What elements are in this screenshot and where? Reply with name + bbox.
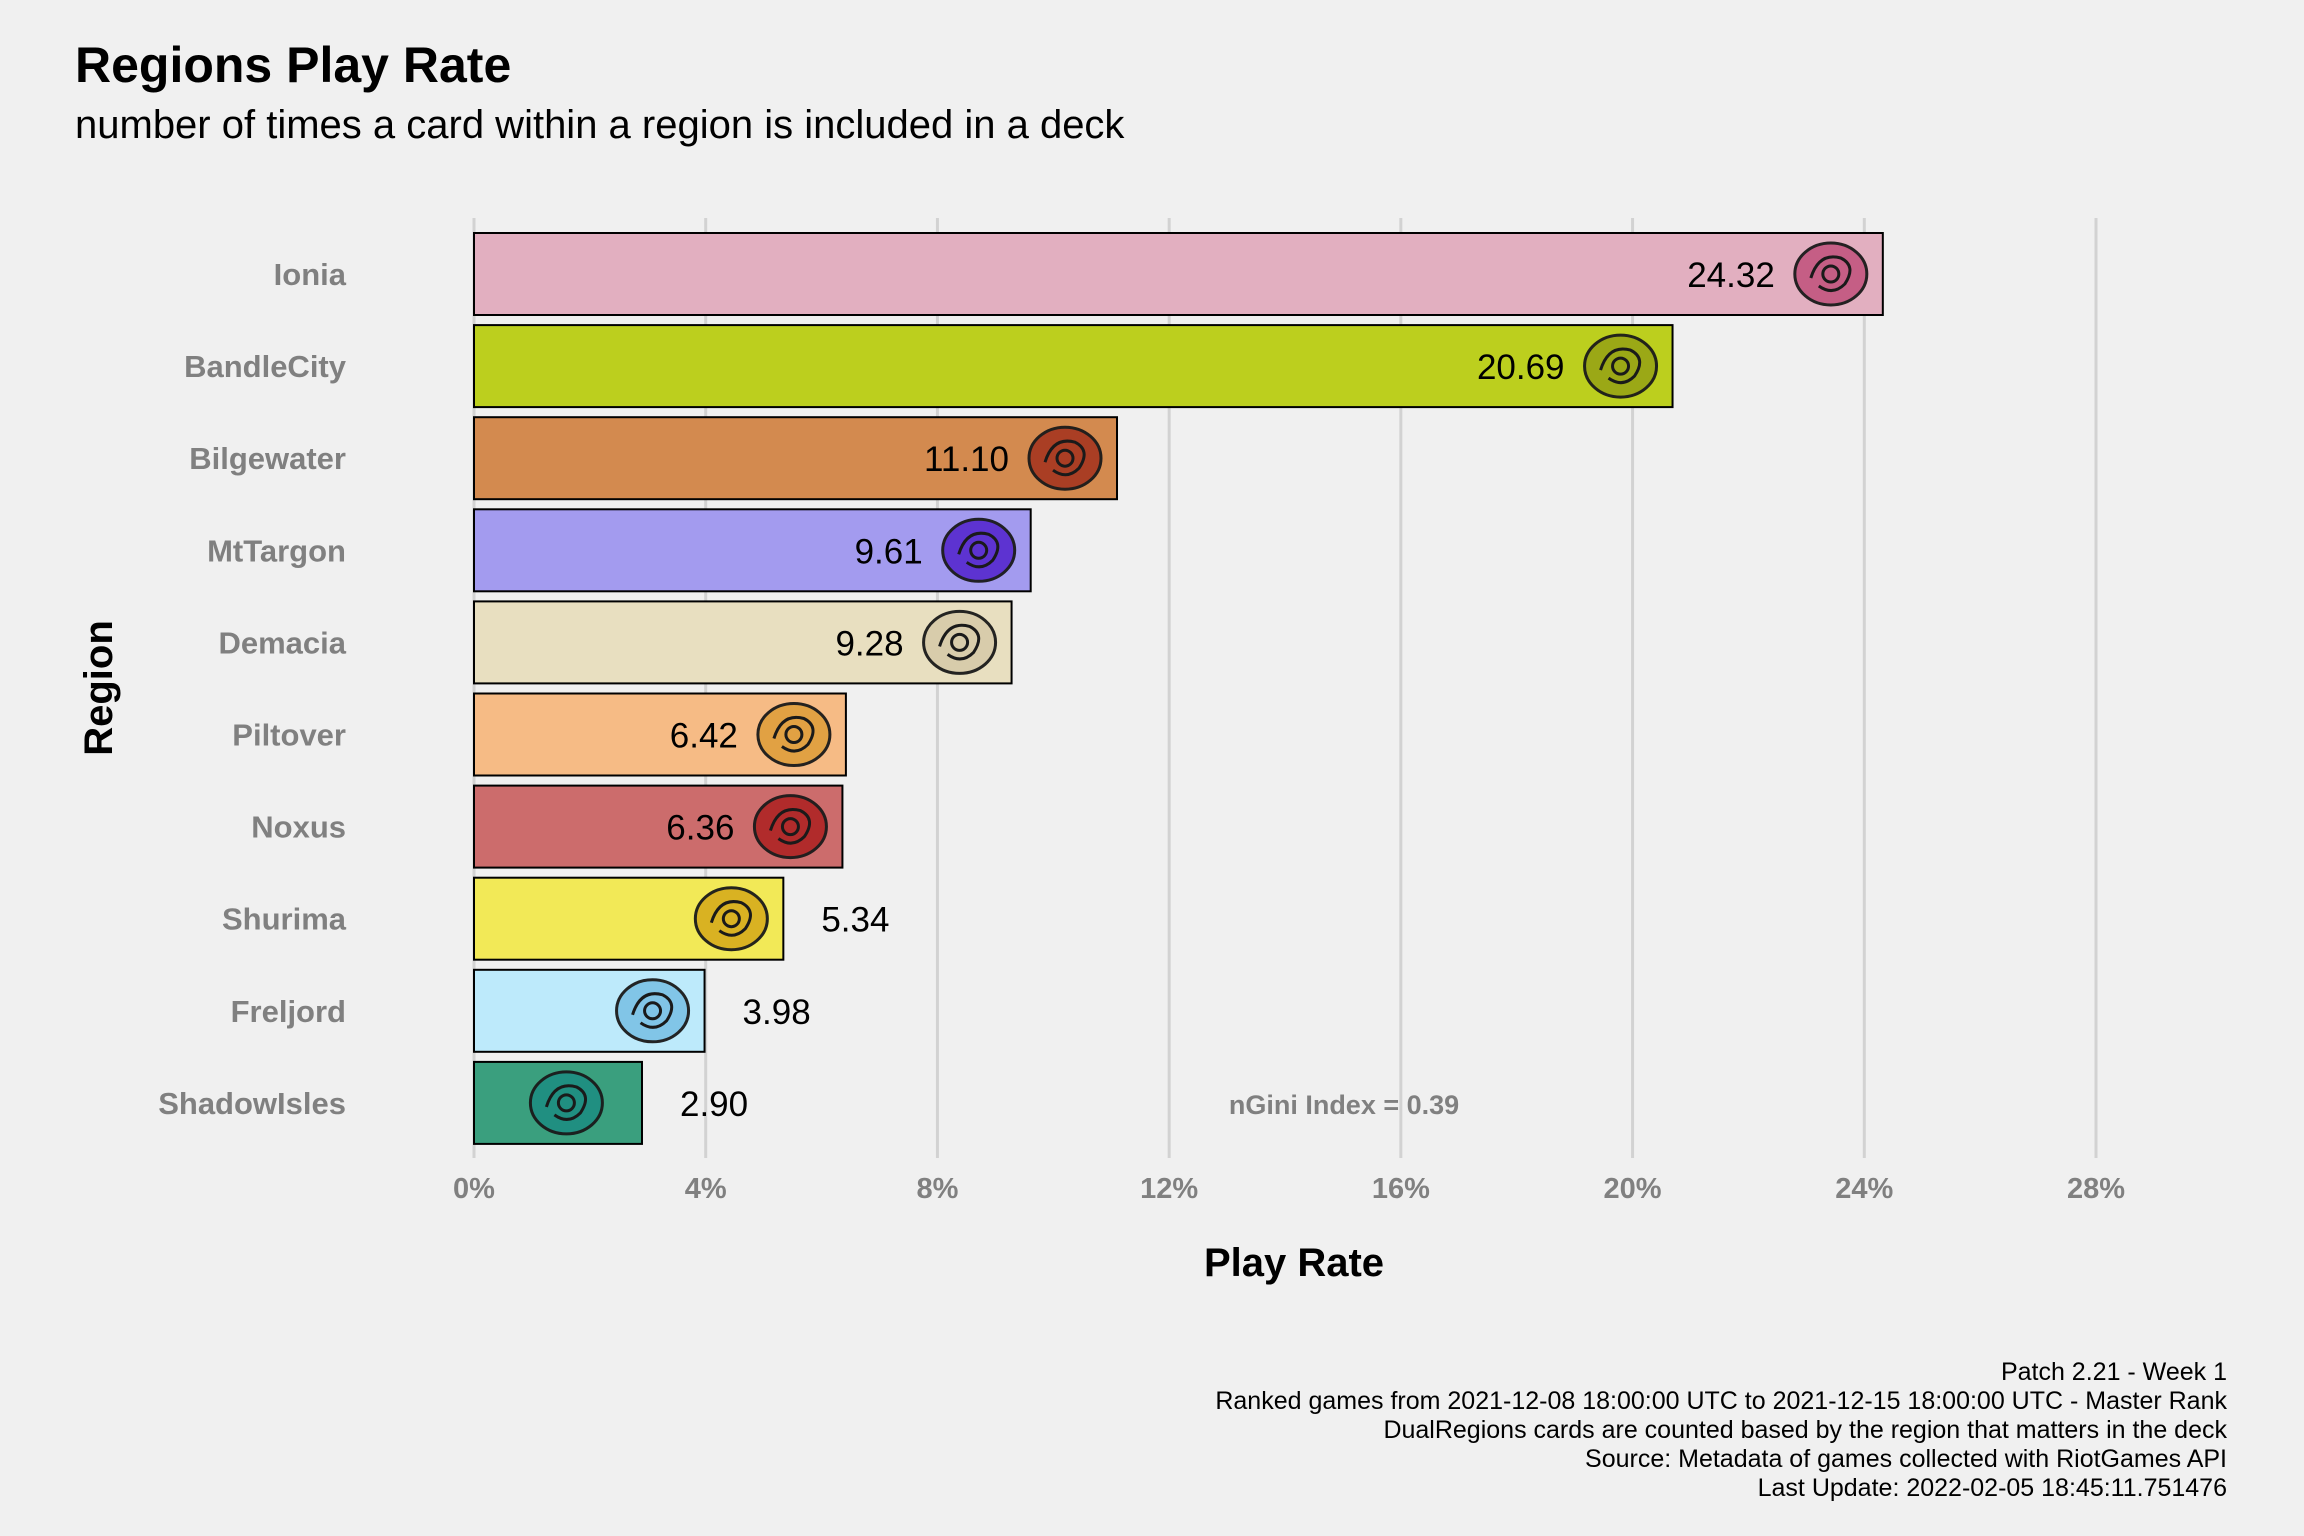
bandlecity-icon [1583,333,1659,399]
chart-subtitle: number of times a card within a region i… [75,103,1125,147]
category-label: Noxus [251,810,346,845]
category-label: BandleCity [184,349,347,384]
value-label: 5.34 [821,901,889,940]
x-tick-label: 0% [453,1173,495,1205]
x-tick-label: 28% [2067,1173,2125,1205]
x-tick-label: 4% [685,1173,727,1205]
value-label: 2.90 [680,1085,748,1124]
y-axis-title: Region [77,620,121,756]
bars [473,232,1884,1145]
category-label: ShadowIsles [158,1086,346,1121]
value-label: 6.36 [666,809,734,848]
shurima-icon [693,886,769,952]
x-tick-label: 16% [1372,1173,1430,1205]
x-tick-label: 12% [1140,1173,1198,1205]
region-icons [528,241,1869,1136]
bar-bilgewater [473,416,1119,501]
value-labels: 24.32 20.69 11.10 9.61 9.28 6.42 6.36 5.34 3.98 2… [666,256,1775,1124]
x-axis-title: Play Rate [1204,1241,1384,1285]
value-label: 3.98 [743,993,811,1032]
x-tick-label: 20% [1604,1173,1662,1205]
category-labels: Ionia BandleCity Bilgewater MtTargon Demacia… [158,257,347,1121]
shadowisles-icon [528,1070,604,1136]
caption-line: Last Update: 2022-02-05 18:45:11.751476 [1758,1474,2227,1502]
value-label: 11.10 [924,440,1009,479]
noxus-icon [752,794,828,860]
ionia-icon [1793,241,1869,307]
category-label: Freljord [231,994,346,1029]
value-label: 9.28 [835,624,903,663]
bar-demacia [473,600,1013,685]
category-label: MtTargon [207,533,346,568]
x-tick-labels: 0% 4% 8% 12% 16% 20% 24% 28% [453,1173,2125,1205]
value-label: 9.61 [855,532,923,571]
chart-title: Regions Play Rate [75,37,511,93]
category-label: Shurima [222,902,347,937]
demacia-icon [922,609,998,675]
category-label: Ionia [274,257,347,292]
x-tick-label: 8% [916,1173,958,1205]
x-tick-label: 24% [1835,1173,1893,1205]
category-label: Piltover [232,718,346,753]
category-label: Bilgewater [189,441,346,476]
bilgewater-icon [1027,425,1103,491]
mttargon-icon [941,517,1017,583]
caption-line: Patch 2.21 - Week 1 [2001,1358,2227,1386]
bar-mttargon [473,508,1032,593]
caption-line: Ranked games from 2021-12-08 18:00:00 UT… [1215,1387,2227,1415]
value-label: 6.42 [670,717,738,756]
caption-line: DualRegions cards are counted based by t… [1383,1416,2227,1444]
value-label: 24.32 [1687,256,1775,295]
category-label: Demacia [218,625,346,660]
piltover-icon [756,702,832,767]
bar-ionia [473,232,1884,316]
bar-bandlecity [473,324,1674,409]
value-label: 20.69 [1477,348,1565,387]
caption-line: Source: Metadata of games collected with… [1585,1445,2227,1473]
gini-annotation: nGini Index = 0.39 [1229,1090,1459,1120]
freljord-icon [615,978,691,1044]
